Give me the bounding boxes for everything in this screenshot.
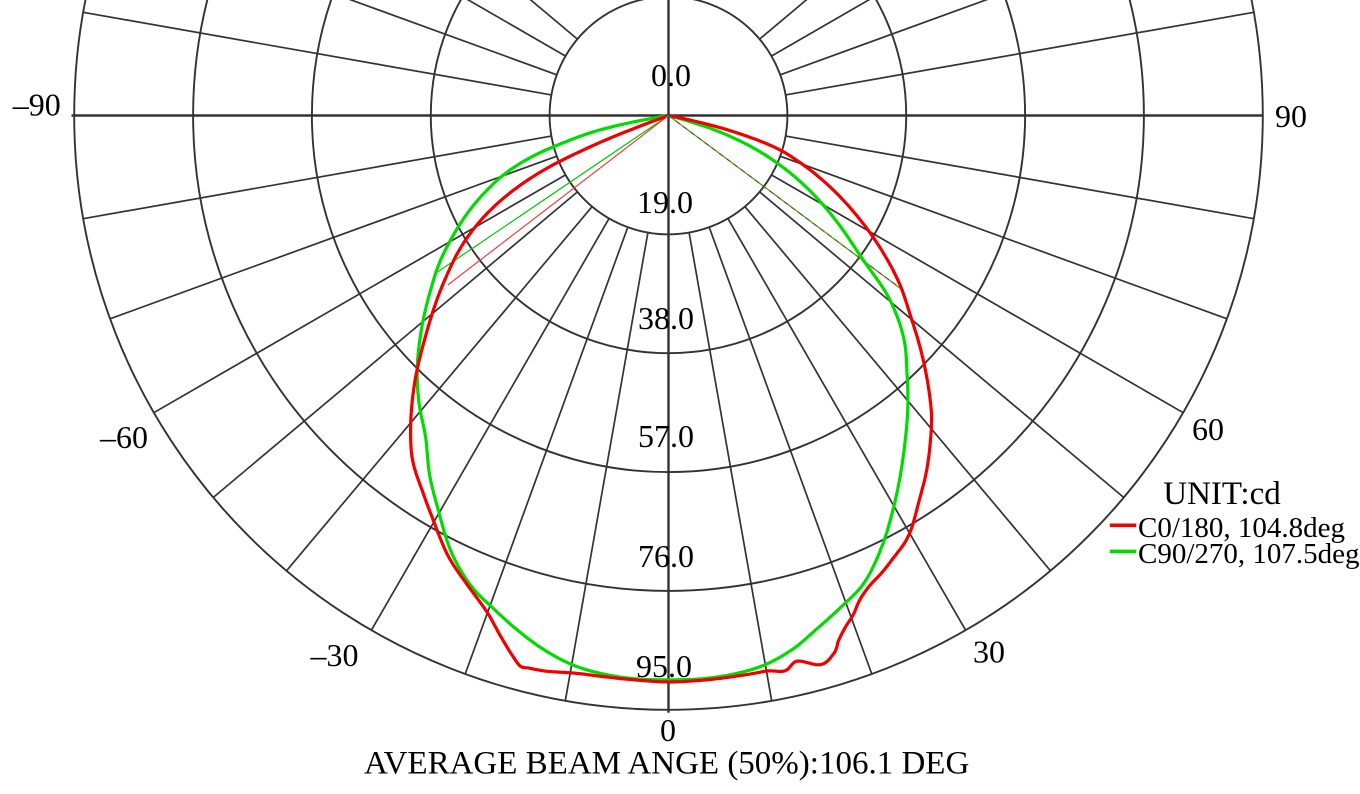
svg-text:76.0: 76.0 bbox=[638, 538, 694, 574]
svg-text:–30: –30 bbox=[310, 637, 359, 673]
svg-text:C90/270, 107.5deg: C90/270, 107.5deg bbox=[1138, 538, 1360, 570]
svg-text:57.0: 57.0 bbox=[638, 418, 694, 454]
svg-text:0: 0 bbox=[660, 712, 676, 748]
svg-text:C0/180, 104.8deg: C0/180, 104.8deg bbox=[1138, 512, 1345, 544]
svg-text:–90: –90 bbox=[12, 87, 61, 123]
svg-text:30: 30 bbox=[973, 634, 1005, 670]
svg-text:–60: –60 bbox=[99, 419, 148, 455]
svg-text:60: 60 bbox=[1192, 411, 1224, 447]
svg-text:19.0: 19.0 bbox=[637, 184, 693, 220]
svg-text:UNIT:cd: UNIT:cd bbox=[1163, 476, 1281, 512]
svg-text:90: 90 bbox=[1275, 98, 1307, 134]
svg-text:AVERAGE BEAM ANGE (50%):106.1: AVERAGE BEAM ANGE (50%):106.1 DEG bbox=[364, 746, 969, 782]
svg-text:0.0: 0.0 bbox=[651, 57, 691, 93]
svg-text:38.0: 38.0 bbox=[638, 300, 694, 336]
svg-text:95.0: 95.0 bbox=[636, 648, 692, 684]
